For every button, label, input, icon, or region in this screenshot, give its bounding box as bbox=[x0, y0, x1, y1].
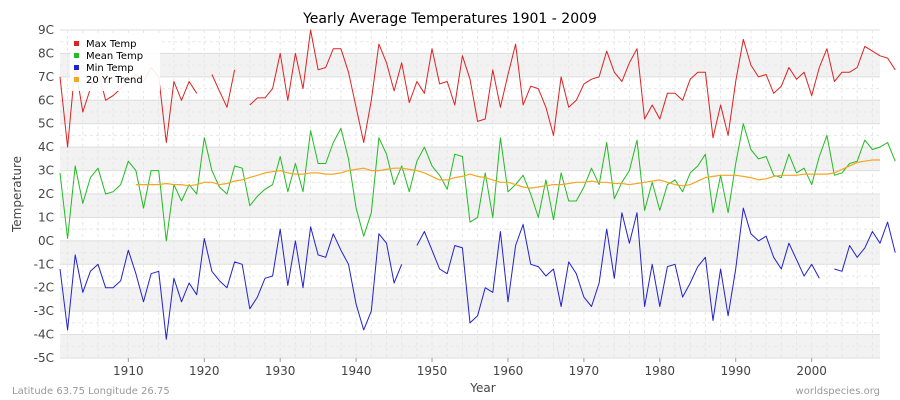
x-tick-label: 1920 bbox=[189, 364, 220, 378]
y-tick-label: -1C bbox=[34, 257, 54, 271]
source-text: worldspecies.org bbox=[796, 386, 880, 397]
series-line-20-yr-trend bbox=[135, 159, 880, 189]
y-tick-label: 7C bbox=[38, 70, 54, 84]
y-tick-label: 3C bbox=[38, 164, 54, 178]
y-tick-label: -4C bbox=[34, 328, 54, 342]
legend-swatch bbox=[74, 41, 79, 46]
series-layer bbox=[59, 29, 896, 340]
y-tick-label: 0C bbox=[38, 234, 54, 248]
location-text: Latitude 63.75 Longitude 26.75 bbox=[12, 386, 170, 397]
legend-box bbox=[70, 35, 160, 91]
x-tick-label: 1930 bbox=[265, 364, 296, 378]
legend-label: Mean Temp bbox=[86, 51, 143, 62]
series-line-mean-temp bbox=[59, 123, 896, 242]
y-axis-label: Temperature bbox=[10, 156, 24, 233]
legend-label: Max Temp bbox=[86, 39, 137, 50]
y-tick-label: 5C bbox=[38, 117, 54, 131]
x-tick-label: 1980 bbox=[645, 364, 676, 378]
x-axis-ticks: 1910 1920 1930 1940 1950 1960 1970 1980 1990 2000 bbox=[113, 358, 827, 378]
y-tick-label: 6C bbox=[38, 93, 54, 107]
y-tick-label: -5C bbox=[34, 351, 54, 365]
y-tick-label: -2C bbox=[34, 281, 54, 295]
series-mean-temp bbox=[59, 123, 896, 242]
x-tick-label: 1960 bbox=[493, 364, 524, 378]
y-tick-label: 4C bbox=[38, 140, 54, 154]
chart-title: Yearly Average Temperatures 1901 - 2009 bbox=[302, 11, 597, 27]
legend-swatch bbox=[74, 65, 79, 70]
x-tick-label: 1910 bbox=[113, 364, 144, 378]
y-tick-label: 9C bbox=[38, 23, 54, 37]
y-axis-ticks: -5C -4C -3C -2C -1C 0C 1C 2C 3C 4C 5C 6C 7C 8C 9C bbox=[34, 23, 54, 365]
x-axis-label: Year bbox=[469, 381, 495, 395]
legend-swatch bbox=[74, 53, 79, 58]
y-tick-label: -3C bbox=[34, 304, 54, 318]
x-tick-label: 1990 bbox=[720, 364, 751, 378]
legend-label: Min Temp bbox=[86, 63, 134, 74]
x-tick-label: 1940 bbox=[341, 364, 372, 378]
series-line-min-temp bbox=[59, 207, 896, 340]
series-min-temp bbox=[59, 207, 896, 340]
series-20-yr-trend bbox=[135, 159, 880, 189]
y-tick-label: 2C bbox=[38, 187, 54, 201]
legend-label: 20 Yr Trend bbox=[86, 75, 143, 86]
x-tick-label: 2000 bbox=[796, 364, 827, 378]
y-tick-label: 8C bbox=[38, 46, 54, 60]
x-tick-label: 1970 bbox=[569, 364, 600, 378]
x-tick-label: 1950 bbox=[417, 364, 448, 378]
y-tick-label: 1C bbox=[38, 210, 54, 224]
legend-swatch bbox=[74, 77, 79, 82]
